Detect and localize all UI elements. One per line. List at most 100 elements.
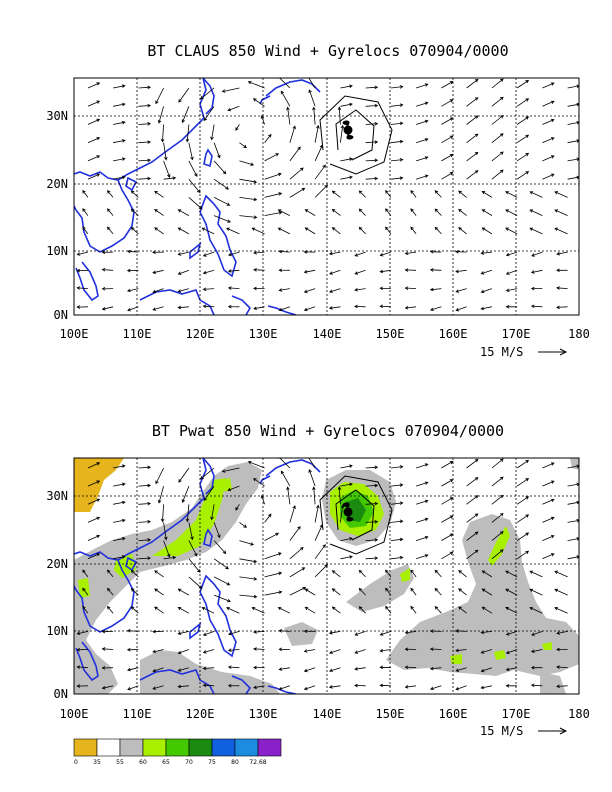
coastline-korea <box>202 458 215 495</box>
wind-vector <box>138 85 152 90</box>
wind-vector <box>365 176 379 181</box>
wind-vector <box>429 268 442 272</box>
wind-vector <box>278 629 290 633</box>
wind-vector <box>188 522 194 541</box>
wind-vector <box>505 631 518 636</box>
wind-vector <box>354 287 366 292</box>
wind-vector <box>554 588 568 596</box>
coastline-hainan <box>125 556 138 572</box>
wind-vector <box>264 590 283 596</box>
wind-vector <box>227 304 240 309</box>
wind-vector <box>365 538 379 542</box>
coastline-borneo <box>139 289 215 315</box>
wind-vector <box>358 587 366 596</box>
colorbar-swatch <box>257 738 282 757</box>
wind-vector <box>239 576 258 581</box>
wind-vector <box>101 287 114 291</box>
wind-vector <box>404 647 417 651</box>
wind-vector <box>264 552 282 560</box>
wind-vector <box>157 106 164 124</box>
pwat-region-gray <box>386 514 579 676</box>
panel-2-wind-vectors <box>76 458 579 691</box>
wind-vector <box>264 513 272 523</box>
x-tick-label: 150E <box>376 327 405 341</box>
wind-vector <box>480 269 493 275</box>
wind-vector <box>76 305 88 309</box>
wind-vector <box>130 208 139 216</box>
wind-vector <box>155 467 164 485</box>
coastline-palawan <box>189 241 202 260</box>
wind-vector <box>328 631 341 635</box>
wind-vector <box>481 570 493 578</box>
wind-vector <box>410 208 417 216</box>
wind-vector <box>239 142 247 149</box>
wind-vector <box>331 570 341 578</box>
wind-vector <box>390 537 404 542</box>
wind-vector <box>101 629 114 634</box>
x-tick-label: 170E <box>502 327 531 341</box>
panel-2-y-ticks: 0N 10N 20N 30N <box>46 489 68 701</box>
wind-vector <box>491 78 504 89</box>
wind-vector <box>379 286 391 291</box>
panel-2-x-ticks: 100E 110E 120E 130E 140E 150E 160E 170E … <box>60 707 590 721</box>
wind-vector <box>434 190 442 198</box>
wind-vector <box>177 649 190 655</box>
wind-vector <box>188 576 203 589</box>
wind-vector <box>163 540 171 558</box>
wind-vector <box>127 685 139 691</box>
wind-vector <box>260 494 265 505</box>
wind-vector <box>227 648 240 652</box>
wind-vector <box>491 458 504 469</box>
wind-vector <box>278 667 290 671</box>
wind-vector <box>331 606 341 614</box>
wind-vector <box>138 483 152 488</box>
wind-vector <box>76 684 88 688</box>
wind-vector <box>554 227 568 235</box>
wind-vector <box>340 84 353 89</box>
wind-vector <box>253 685 265 690</box>
wind-vector <box>87 498 101 505</box>
wind-vector <box>480 288 493 294</box>
wind-vector <box>415 119 429 125</box>
wind-vector <box>304 606 316 614</box>
pwat-region-gray <box>540 672 566 694</box>
wind-vector <box>480 667 493 673</box>
wind-vector <box>126 647 139 652</box>
panel-2-title: BT Pwat 850 Wind + Gyrelocs 070904/0000 <box>152 422 504 440</box>
wind-vector <box>308 78 316 89</box>
y-tick-label: 20N <box>46 177 68 191</box>
wind-vector <box>239 594 258 599</box>
wind-vector <box>480 685 492 690</box>
wind-vector <box>101 647 114 651</box>
wind-vector <box>505 209 518 216</box>
wind-vector <box>567 482 579 487</box>
wind-vector <box>200 467 215 480</box>
wind-vector <box>130 606 139 614</box>
wind-vector <box>530 683 543 688</box>
wind-vector <box>516 478 530 487</box>
wind-vector <box>458 208 467 216</box>
panel-claus: BT CLAUS 850 Wind + Gyrelocs 070904/0000 <box>46 42 590 359</box>
wind-vector <box>221 87 240 93</box>
wind-vector <box>308 89 316 107</box>
wind-vector <box>188 558 201 573</box>
pwat-colorbar: 0 35 55 60 65 70 75 80 72.68 <box>73 738 282 766</box>
wind-vector <box>188 540 198 557</box>
wind-vector <box>82 189 89 198</box>
colorbar-swatch <box>73 738 98 757</box>
wind-vector <box>303 667 316 673</box>
panel-1-gyre-circulation <box>319 95 393 175</box>
coastline-hainan <box>125 176 138 192</box>
x-tick-label: 180 <box>568 327 590 341</box>
wind-vector <box>76 251 88 256</box>
wind-vector <box>113 175 126 180</box>
wind-vector <box>157 485 164 504</box>
wind-vector <box>354 631 366 636</box>
panel-1-gridlines <box>74 78 579 315</box>
wind-vector <box>542 173 555 180</box>
wind-vector <box>264 211 283 216</box>
wind-vector <box>328 306 341 310</box>
wind-vector <box>458 588 467 596</box>
wind-vector <box>247 460 265 469</box>
wind-vector <box>455 685 467 691</box>
